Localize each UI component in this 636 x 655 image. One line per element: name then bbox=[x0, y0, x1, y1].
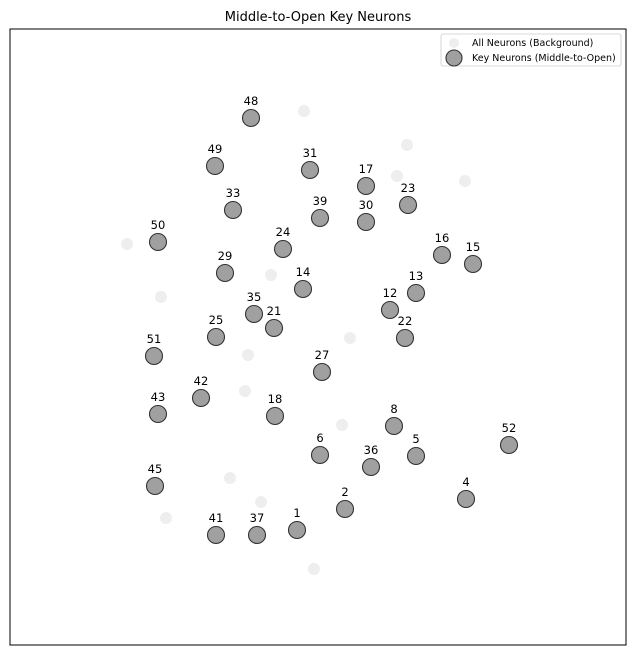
background-point-8 bbox=[344, 332, 356, 344]
key-neuron-point-14 bbox=[293, 279, 313, 299]
background-point-10 bbox=[239, 385, 251, 397]
key-neuron-point-4 bbox=[456, 489, 476, 509]
key-neuron-point-42 bbox=[191, 388, 211, 408]
key-neuron-point-35 bbox=[244, 304, 264, 324]
key-neuron-label-49: 49 bbox=[208, 142, 223, 156]
key-neuron-point-33 bbox=[223, 200, 243, 220]
key-neuron-point-37 bbox=[247, 525, 267, 545]
key-neuron-label-37: 37 bbox=[250, 511, 265, 525]
background-point-2 bbox=[401, 139, 413, 151]
legend-box bbox=[440, 33, 622, 67]
key-neuron-label-6: 6 bbox=[316, 431, 323, 445]
key-neuron-label-2: 2 bbox=[341, 485, 348, 499]
key-neuron-point-36 bbox=[361, 457, 381, 477]
background-point-14 bbox=[160, 512, 172, 524]
legend: All Neurons (Background) Key Neurons (Mi… bbox=[440, 33, 622, 67]
plot-frame bbox=[9, 28, 627, 646]
key-neuron-label-29: 29 bbox=[218, 249, 233, 263]
key-neuron-point-25 bbox=[206, 327, 226, 347]
key-neuron-label-33: 33 bbox=[226, 186, 241, 200]
legend-label-background: All Neurons (Background) bbox=[472, 38, 593, 49]
key-neuron-point-31 bbox=[300, 160, 320, 180]
key-neuron-point-29 bbox=[215, 263, 235, 283]
key-neuron-label-52: 52 bbox=[502, 421, 517, 435]
key-neuron-label-48: 48 bbox=[244, 94, 259, 108]
key-neuron-point-6 bbox=[310, 445, 330, 465]
key-neuron-label-13: 13 bbox=[409, 269, 424, 283]
background-points-layer bbox=[121, 105, 471, 575]
key-neuron-label-22: 22 bbox=[398, 314, 413, 328]
background-point-7 bbox=[155, 291, 167, 303]
key-neuron-label-51: 51 bbox=[147, 332, 162, 346]
key-neuron-point-39 bbox=[310, 208, 330, 228]
key-neuron-label-24: 24 bbox=[276, 225, 291, 239]
background-point-13 bbox=[255, 496, 267, 508]
key-neuron-point-15 bbox=[463, 254, 483, 274]
key-neuron-label-21: 21 bbox=[267, 304, 282, 318]
key-neuron-label-18: 18 bbox=[268, 392, 283, 406]
key-neuron-label-16: 16 bbox=[435, 231, 450, 245]
background-point-1 bbox=[298, 105, 310, 117]
key-neuron-point-13 bbox=[406, 283, 426, 303]
key-neuron-point-8 bbox=[384, 416, 404, 436]
key-neuron-label-1: 1 bbox=[293, 506, 300, 520]
chart-title: Middle-to-Open Key Neurons bbox=[225, 10, 412, 25]
key-neuron-point-51 bbox=[144, 346, 164, 366]
key-neuron-point-1 bbox=[287, 520, 307, 540]
legend-marker-key bbox=[445, 49, 463, 67]
legend-marker-background bbox=[449, 38, 459, 48]
key-neuron-label-4: 4 bbox=[462, 475, 469, 489]
key-neuron-label-12: 12 bbox=[383, 286, 398, 300]
key-neuron-point-45 bbox=[145, 476, 165, 496]
key-neuron-label-31: 31 bbox=[303, 146, 318, 160]
key-neuron-label-14: 14 bbox=[296, 265, 311, 279]
key-neuron-point-27 bbox=[312, 362, 332, 382]
key-neuron-label-30: 30 bbox=[359, 198, 374, 212]
key-neuron-label-50: 50 bbox=[151, 218, 166, 232]
background-point-3 bbox=[391, 170, 403, 182]
key-neuron-label-43: 43 bbox=[151, 390, 166, 404]
background-point-6 bbox=[265, 269, 277, 281]
key-neuron-point-21 bbox=[264, 318, 284, 338]
legend-label-key: Key Neurons (Middle-to-Open) bbox=[472, 53, 616, 64]
key-neuron-label-17: 17 bbox=[359, 162, 374, 176]
background-point-4 bbox=[459, 175, 471, 187]
key-neuron-point-52 bbox=[499, 435, 519, 455]
key-neuron-point-43 bbox=[148, 404, 168, 424]
key-neuron-point-41 bbox=[206, 525, 226, 545]
key-neuron-point-5 bbox=[406, 446, 426, 466]
key-neuron-point-16 bbox=[432, 245, 452, 265]
background-point-15 bbox=[308, 563, 320, 575]
key-neuron-point-23 bbox=[398, 195, 418, 215]
key-neuron-point-17 bbox=[356, 176, 376, 196]
key-neuron-label-23: 23 bbox=[401, 181, 416, 195]
key-neuron-point-30 bbox=[356, 212, 376, 232]
background-point-9 bbox=[242, 349, 254, 361]
key-neuron-point-24 bbox=[273, 239, 293, 259]
key-neuron-label-42: 42 bbox=[194, 374, 209, 388]
key-neuron-point-2 bbox=[335, 499, 355, 519]
background-point-12 bbox=[224, 472, 236, 484]
key-neuron-point-12 bbox=[380, 300, 400, 320]
key-neuron-point-22 bbox=[395, 328, 415, 348]
key-neuron-point-18 bbox=[265, 406, 285, 426]
key-neuron-label-27: 27 bbox=[315, 348, 330, 362]
key-neuron-label-5: 5 bbox=[412, 432, 419, 446]
key-neuron-label-35: 35 bbox=[247, 290, 262, 304]
background-point-5 bbox=[121, 238, 133, 250]
key-points-layer bbox=[144, 108, 519, 545]
key-neuron-label-41: 41 bbox=[209, 511, 224, 525]
key-neuron-label-25: 25 bbox=[209, 313, 224, 327]
key-neuron-point-50 bbox=[148, 232, 168, 252]
key-neuron-point-48 bbox=[241, 108, 261, 128]
background-point-11 bbox=[336, 419, 348, 431]
key-neuron-point-49 bbox=[205, 156, 225, 176]
key-neuron-label-45: 45 bbox=[148, 462, 163, 476]
key-neuron-label-15: 15 bbox=[466, 240, 481, 254]
key-neuron-label-39: 39 bbox=[313, 194, 328, 208]
key-neuron-label-36: 36 bbox=[364, 443, 379, 457]
key-neuron-label-8: 8 bbox=[390, 402, 397, 416]
